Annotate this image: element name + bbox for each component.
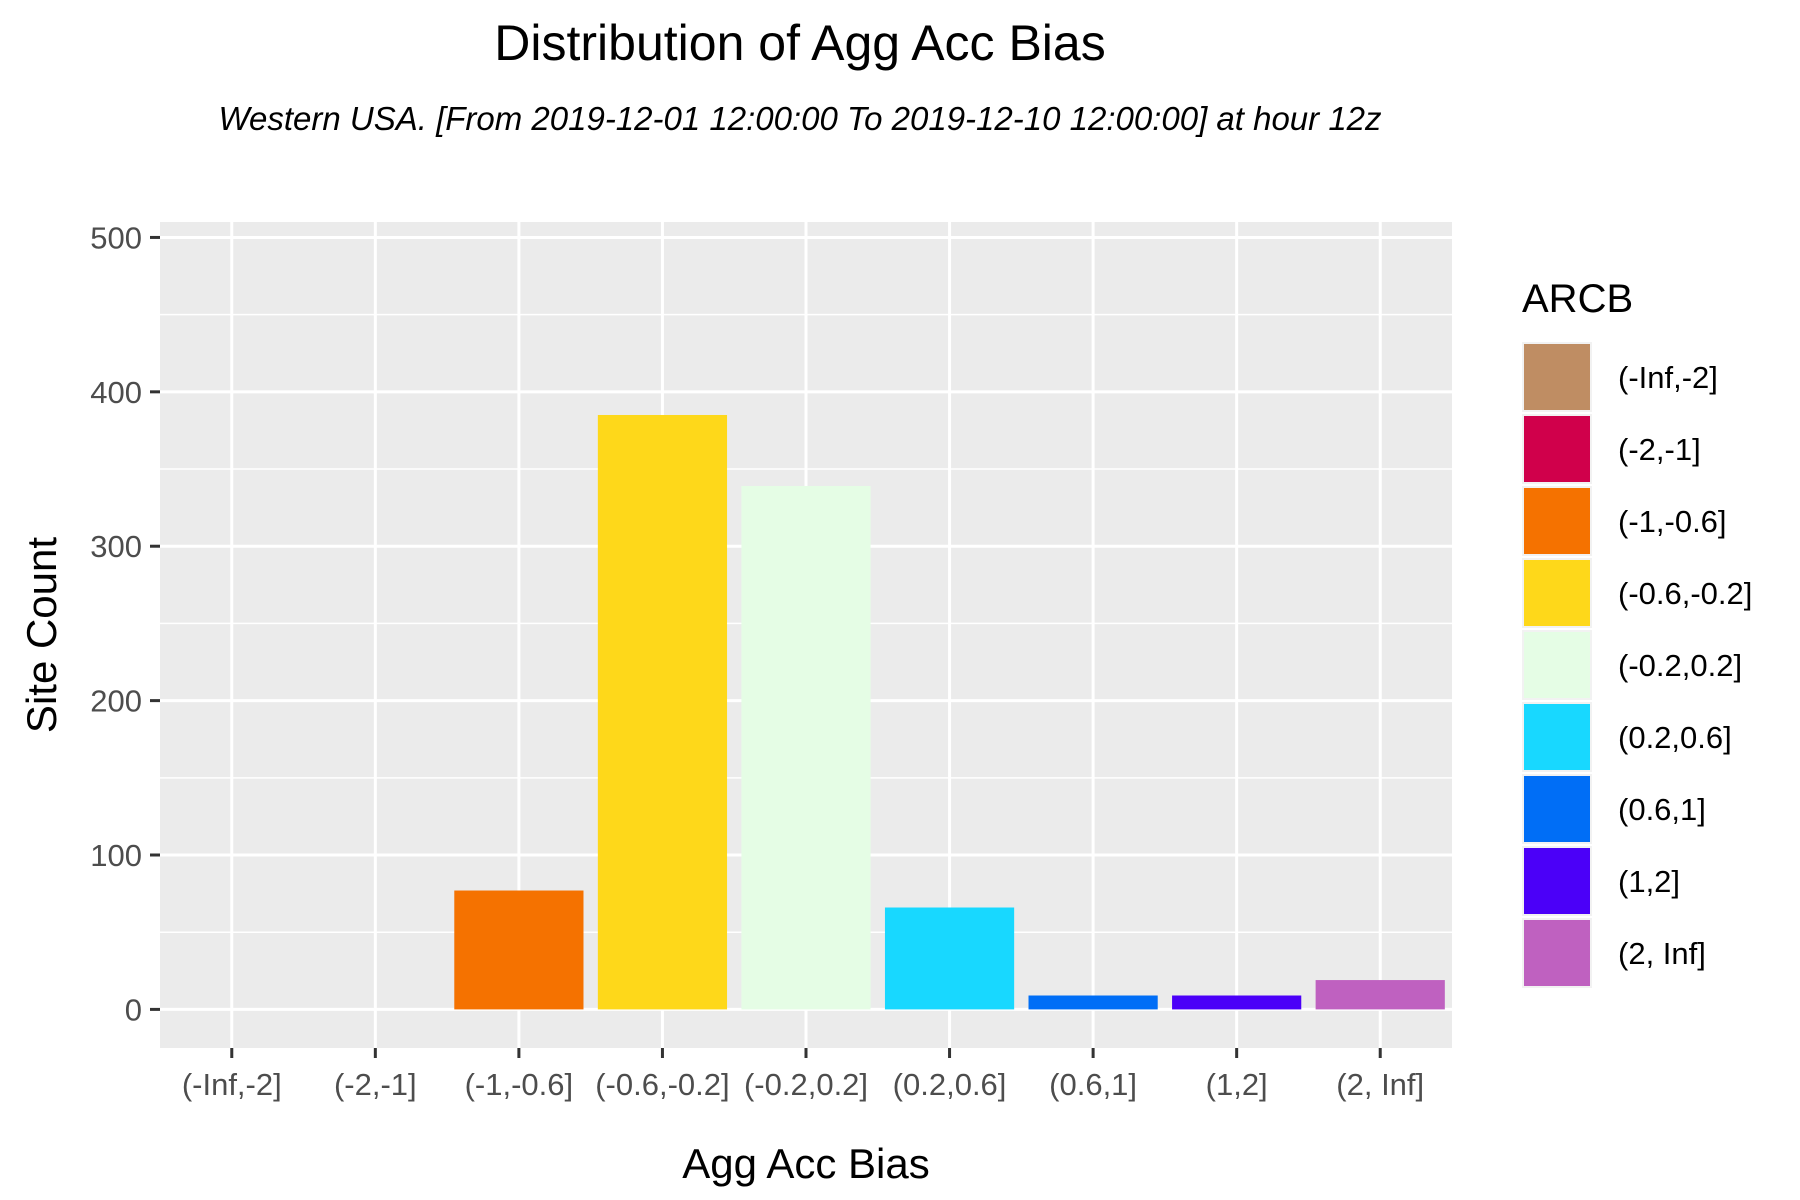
- x-tick-label: (-2,-1]: [334, 1067, 417, 1102]
- legend-label: (-2,-1]: [1618, 432, 1701, 467]
- bar: [1172, 995, 1302, 1010]
- x-tick-label: (0.6,1]: [1049, 1067, 1137, 1102]
- chart-title: Distribution of Agg Acc Bias: [494, 15, 1105, 71]
- legend-label: (0.2,0.6]: [1618, 720, 1732, 755]
- x-tick-label: (-0.6,-0.2]: [595, 1067, 729, 1102]
- x-axis-title: Agg Acc Bias: [682, 1140, 929, 1187]
- y-tick-label: 500: [90, 220, 142, 255]
- legend-label: (0.6,1]: [1618, 792, 1706, 827]
- legend-label: (-1,-0.6]: [1618, 504, 1727, 539]
- legend-swatch: [1524, 416, 1590, 482]
- legend-swatch: [1524, 704, 1590, 770]
- y-tick-label: 300: [90, 529, 142, 564]
- y-axis-title: Site Count: [18, 537, 65, 733]
- y-tick-label: 200: [90, 684, 142, 719]
- x-tick-label: (-1,-0.6]: [465, 1067, 574, 1102]
- x-tick-label: (1,2]: [1206, 1067, 1268, 1102]
- legend-label: (-0.2,0.2]: [1618, 648, 1742, 683]
- bar: [1028, 995, 1158, 1010]
- bars: [454, 414, 1445, 1010]
- legend-swatch: [1524, 560, 1590, 626]
- bar: [597, 414, 728, 1010]
- legend-label: (1,2]: [1618, 864, 1680, 899]
- legend-swatch: [1524, 344, 1590, 410]
- legend-label: (-0.6,-0.2]: [1618, 576, 1752, 611]
- legend-swatch: [1524, 632, 1590, 698]
- x-tick-label: (-Inf,-2]: [182, 1067, 282, 1102]
- legend-label: (2, Inf]: [1618, 936, 1706, 971]
- x-axis: (-Inf,-2] (-2,-1] (-1,-0.6] (-0.6,-0.2] (-0.…: [182, 1048, 1424, 1102]
- chart-subtitle: Western USA. [From 2019-12-01 12:00:00 T…: [218, 100, 1382, 137]
- legend-swatch: [1524, 920, 1590, 986]
- bar: [741, 486, 871, 1010]
- x-tick-label: (2, Inf]: [1336, 1067, 1424, 1102]
- legend-swatch: [1524, 488, 1590, 554]
- x-tick-label: (-0.2,0.2]: [744, 1067, 868, 1102]
- bar: [1315, 980, 1445, 1010]
- legend: (-Inf,-2] (-2,-1] (-1,-0.6] (-0.6,-0.2] (-0.…: [1522, 342, 1752, 988]
- y-tick-label: 100: [90, 838, 142, 873]
- x-tick-label: (0.2,0.6]: [893, 1067, 1007, 1102]
- y-axis: 0 100 200 300 400 500: [90, 220, 160, 1027]
- legend-swatch: [1524, 848, 1590, 914]
- legend-label: (-Inf,-2]: [1618, 360, 1718, 395]
- y-tick-label: 0: [125, 992, 142, 1027]
- legend-swatch: [1524, 776, 1590, 842]
- bar: [884, 907, 1015, 1010]
- y-tick-label: 400: [90, 375, 142, 410]
- legend-title: ARCB: [1522, 277, 1633, 321]
- bar: [454, 890, 584, 1010]
